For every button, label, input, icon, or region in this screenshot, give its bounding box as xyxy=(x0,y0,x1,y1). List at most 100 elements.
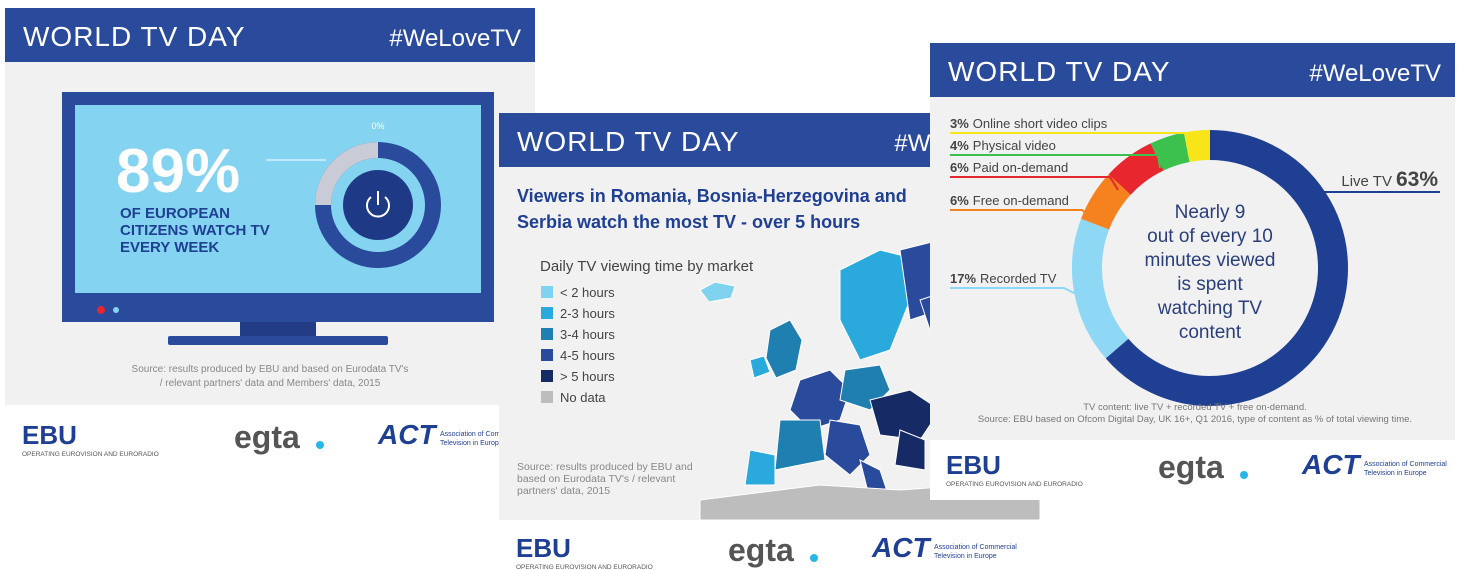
header-band xyxy=(930,43,1455,97)
headline: Serbia watch the most TV - over 5 hours xyxy=(517,212,860,232)
tv-led xyxy=(113,307,119,313)
source: Source: results produced by EBU and base… xyxy=(132,364,409,375)
donut-segment xyxy=(1105,130,1348,406)
map-region xyxy=(839,249,921,361)
legend-swatch xyxy=(541,307,553,319)
tv-stand xyxy=(240,322,316,336)
egta-logo: egta xyxy=(234,419,300,455)
segment-value: 4% xyxy=(950,138,969,153)
legend-swatch xyxy=(541,370,553,382)
header-title: WORLD TV DAY xyxy=(948,56,1171,87)
header-band xyxy=(5,8,535,62)
center-text: out of every 10 xyxy=(1147,226,1273,247)
segment-label: Live TV 63% xyxy=(1341,168,1438,191)
header-title: WORLD TV DAY xyxy=(517,126,740,157)
gauge-label: 0% xyxy=(371,121,384,131)
leader-line xyxy=(950,209,1099,224)
legend-label: No data xyxy=(560,390,606,405)
center-text: is spent xyxy=(1177,274,1243,295)
leader-line xyxy=(950,176,1119,191)
center-text: Nearly 9 xyxy=(1175,202,1246,223)
legend-label: > 5 hours xyxy=(560,369,615,384)
segment-label: 6% Paid on-demand xyxy=(950,160,1068,175)
ebu-caption: OPERATING EUROVISION AND EURORADIO xyxy=(22,451,159,458)
act-caption: Television in Europe xyxy=(1364,470,1427,477)
card: WORLD TV DAY #WeLoveTV 17% Recorded TV 6% Fre… xyxy=(930,43,1455,500)
headline: Viewers in Romania, Bosnia-Herzegovina a… xyxy=(517,186,907,206)
header-title: WORLD TV DAY xyxy=(23,21,246,52)
map-region xyxy=(894,429,926,471)
segment-label: 3% Online short video clips xyxy=(950,116,1108,131)
map-region xyxy=(699,281,736,303)
donut-segment xyxy=(1108,143,1164,196)
leader-line xyxy=(950,132,1189,147)
segment-label: 6% Free on-demand xyxy=(950,193,1069,208)
egta-dot xyxy=(316,441,324,449)
legend-swatch xyxy=(541,328,553,340)
segment-value: 63% xyxy=(1396,168,1438,191)
logo-bar xyxy=(5,405,535,465)
source: / relevant partners' data and Members' d… xyxy=(160,378,381,389)
segment-name: Free on-demand xyxy=(973,193,1069,208)
legend-title: Daily TV viewing time by market xyxy=(540,258,754,275)
donut-segment xyxy=(1150,132,1190,171)
stat-text: CITIZENS WATCH TV xyxy=(120,222,270,239)
segment-name: Live TV xyxy=(1341,173,1392,190)
center-text: watching TV xyxy=(1157,298,1263,319)
map-region xyxy=(765,319,803,379)
stat-text: EVERY WEEK xyxy=(120,239,219,256)
card: WORLD TV DAY #WeLoveTV 89%OF EUROPEANCITIZ… xyxy=(5,8,535,465)
power-icon xyxy=(366,196,390,218)
ebu-logo: EBU xyxy=(946,450,1001,480)
leader-line xyxy=(950,287,1091,302)
source: partners' data, 2015 xyxy=(517,485,610,497)
tv-led xyxy=(97,306,105,314)
center-text: minutes viewed xyxy=(1145,250,1276,271)
segment-label: 4% Physical video xyxy=(950,138,1056,153)
map-region xyxy=(774,419,826,471)
egta-dot xyxy=(1240,471,1248,479)
legend-label: 4-5 hours xyxy=(560,348,615,363)
segment-value: 17% xyxy=(950,271,976,286)
ebu-caption: OPERATING EUROVISION AND EURORADIO xyxy=(946,481,1083,488)
source: Source: results produced by EBU and xyxy=(517,461,693,473)
leader-line xyxy=(950,154,1161,169)
segment-label: 17% Recorded TV xyxy=(950,271,1057,286)
map-region xyxy=(749,355,771,379)
map-region xyxy=(744,449,776,486)
tv-base xyxy=(168,336,388,345)
logo-bar xyxy=(930,440,1455,500)
gauge-arc xyxy=(315,142,379,206)
legend-swatch xyxy=(541,391,553,403)
donut-segment xyxy=(1072,218,1129,359)
note: TV content: live TV + recorded TV + free… xyxy=(1083,402,1307,413)
segment-value: 3% xyxy=(950,116,969,131)
map-region xyxy=(789,369,851,431)
segment-name: Paid on-demand xyxy=(973,160,1068,175)
act-caption: Association of Commercial xyxy=(1364,461,1447,468)
ebu-caption: OPERATING EUROVISION AND EURORADIO xyxy=(516,564,653,570)
segment-value: 6% xyxy=(950,160,969,175)
act-caption: Television in Europe xyxy=(440,440,503,447)
egta-logo: egta xyxy=(728,532,794,568)
note: Source: EBU based on Ofcom Digital Day, … xyxy=(978,414,1412,425)
segment-name: Physical video xyxy=(973,138,1056,153)
act-caption: Association of Commercial xyxy=(934,544,1017,551)
egta-dot xyxy=(810,554,818,562)
stat: 89% xyxy=(116,137,240,206)
center-text: content xyxy=(1179,322,1242,343)
legend-label: 3-4 hours xyxy=(560,327,615,342)
card-body xyxy=(930,43,1455,440)
legend-label: < 2 hours xyxy=(560,285,615,300)
act-caption: Association of Commercial xyxy=(440,431,523,438)
act-logo: ACT xyxy=(377,419,438,450)
map-region xyxy=(824,419,871,476)
legend-swatch xyxy=(541,349,553,361)
segment-value: 6% xyxy=(950,193,969,208)
ebu-logo: EBU xyxy=(22,420,77,450)
legend-label: 2-3 hours xyxy=(560,306,615,321)
act-caption: Television in Europe xyxy=(934,553,997,560)
act-logo: ACT xyxy=(871,532,932,563)
segment-name: Recorded TV xyxy=(980,271,1057,286)
